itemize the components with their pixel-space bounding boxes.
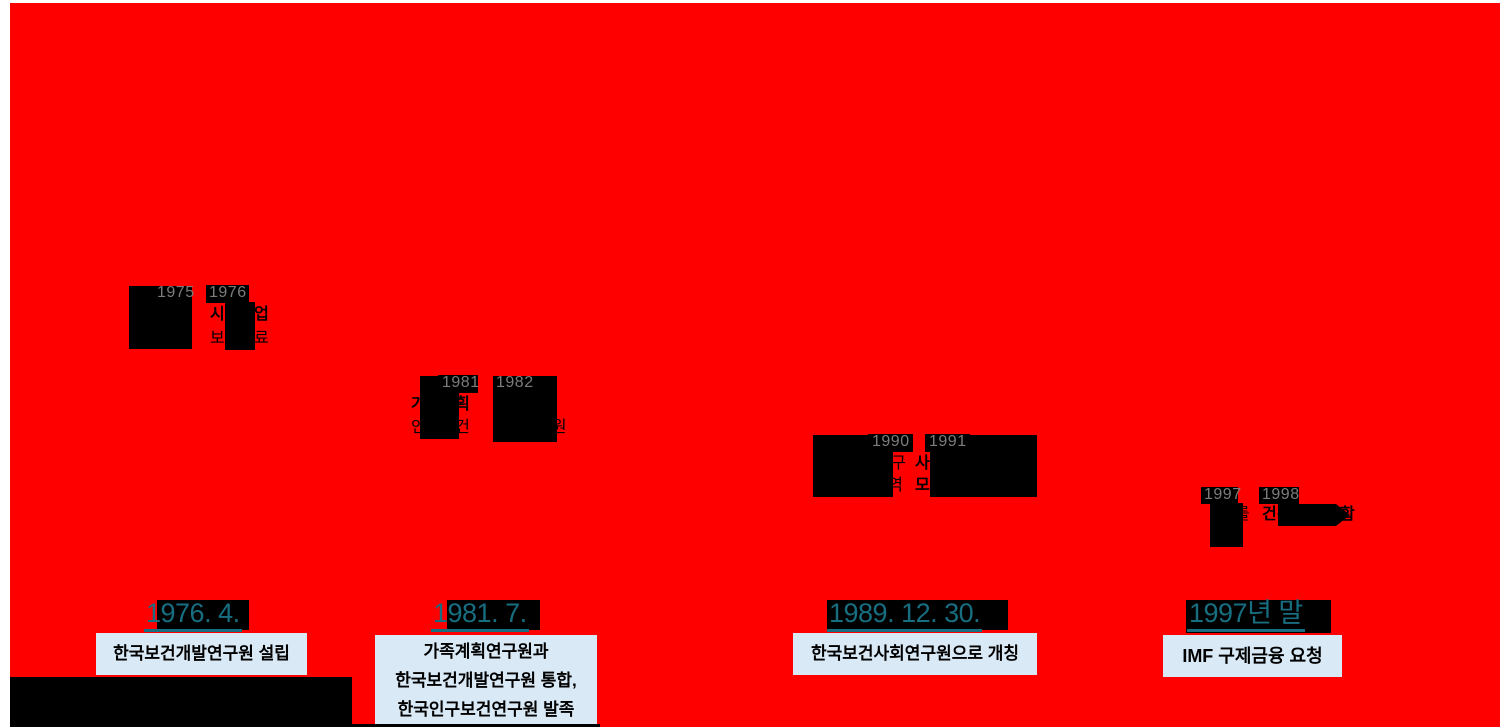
photo-placeholder-block <box>1278 504 1336 526</box>
photo-placeholder-block <box>1210 503 1243 547</box>
date-highlight-block <box>827 600 1008 630</box>
date-highlight-block <box>1186 600 1331 633</box>
photo-placeholder-block <box>225 302 255 350</box>
description-line: 한국보건개발연구원 설립 <box>113 644 290 663</box>
year-highlight-block <box>206 285 249 303</box>
year-label: 1990 <box>872 433 910 450</box>
milestone-date: 1976. 4. <box>144 598 242 632</box>
milestone-date: 1981. 7. <box>431 598 529 632</box>
year-highlight-block <box>1259 487 1299 504</box>
photo-placeholder-block <box>129 286 192 349</box>
date-highlight-block <box>157 600 249 630</box>
year-label: 1975 <box>157 284 195 301</box>
milestone-date: 1997년 말 <box>1187 598 1305 632</box>
description-line: IMF 구제금융 요청 <box>1182 646 1323 666</box>
milestone-description-box: 한국보건사회연구원으로 개칭 <box>793 633 1037 675</box>
bottom-black-placeholder-bar <box>10 677 352 727</box>
year-label: 1991 <box>929 433 967 450</box>
date-highlight-block <box>447 600 540 630</box>
milestone-description-box: 한국보건개발연구원 설립 <box>96 633 307 675</box>
year-label: 1982 <box>496 374 534 391</box>
year-label: 1997 <box>1204 486 1242 503</box>
year-highlight-block <box>1201 487 1238 504</box>
description-line: 한국보건사회연구원으로 개칭 <box>810 644 1020 663</box>
bottom-edge-line <box>10 724 600 727</box>
photo-placeholder-block <box>493 376 557 442</box>
photo-placeholder-block <box>930 435 1037 497</box>
year-highlight-block <box>438 375 478 393</box>
milestone-date: 1989. 12. 30. <box>827 598 983 632</box>
description-line: 가족계획연구원과 <box>423 642 549 661</box>
description-line: 한국보건개발연구원 통합, <box>395 671 577 690</box>
year-highlight-block <box>868 434 913 452</box>
milestone-description-box: IMF 구제금융 요청 <box>1163 635 1342 677</box>
year-label: 1976 <box>209 284 247 301</box>
year-label: 1998 <box>1262 486 1300 503</box>
arrow-right-icon <box>1336 504 1350 526</box>
milestone-description-box: 가족계획연구원과 한국보건개발연구원 통합, 한국인구보건연구원 발족 <box>375 635 597 725</box>
year-label: 1981 <box>442 374 480 391</box>
description-line: 한국인구보건연구원 발족 <box>397 700 575 719</box>
